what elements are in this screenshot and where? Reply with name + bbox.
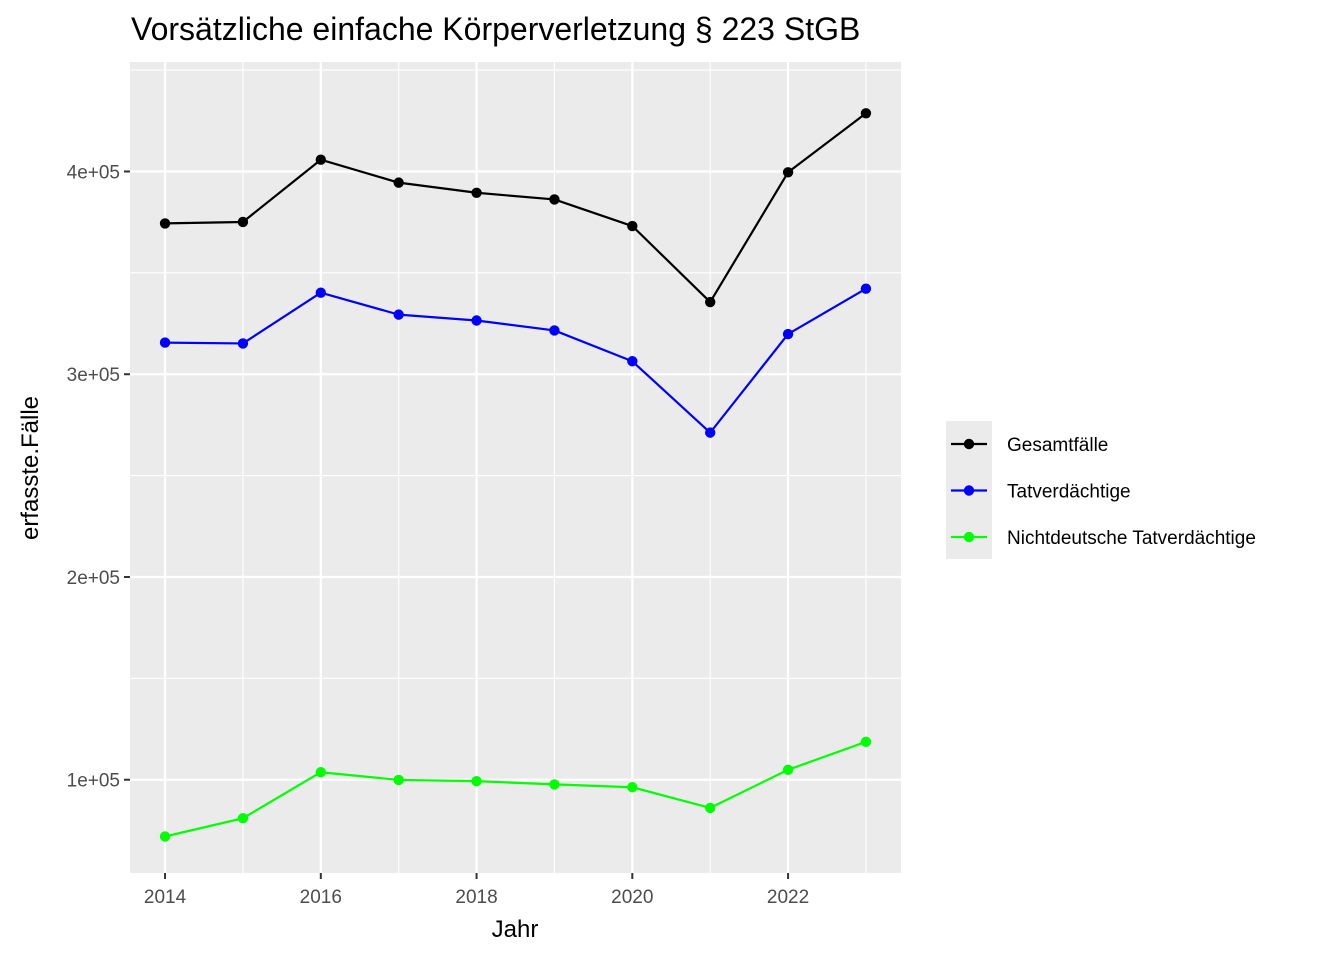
data-point <box>704 427 716 438</box>
data-point <box>393 177 404 188</box>
y-tick-label: 4e+05 <box>67 162 120 183</box>
series-line-2 <box>165 287 867 434</box>
legend-key-point <box>963 438 975 450</box>
data-point <box>237 216 249 228</box>
legend-items: Gesamtfälle Tatverdächtige Nichtdeutsche T… <box>951 435 1256 549</box>
data-point <box>860 736 872 748</box>
plot-panel <box>130 62 901 873</box>
legend-label: Nichtdeutsche Tatverdächtige <box>1007 528 1256 549</box>
y-tick-label: 3e+05 <box>67 365 120 386</box>
y-axis: 1e+05 2e+05 3e+05 4e+05 <box>67 162 130 792</box>
data-point <box>549 194 560 205</box>
data-point <box>393 309 404 320</box>
data-point <box>860 283 872 294</box>
data-point <box>159 218 171 229</box>
data-point <box>782 167 794 178</box>
legend-label: Gesamtfälle <box>1007 435 1108 456</box>
data-point <box>393 774 404 786</box>
data-point <box>627 220 638 232</box>
data-point <box>627 356 638 367</box>
x-tick-label: 2016 <box>300 887 342 908</box>
data-point <box>237 813 249 824</box>
data-point <box>782 328 794 340</box>
series-line-3 <box>164 740 867 838</box>
x-axis-title: Jahr <box>492 916 539 943</box>
x-axis: 2014 2016 2018 2020 2022 <box>144 873 809 908</box>
chart-title: Vorsätzliche einfache Körperverletzung §… <box>131 11 860 47</box>
x-tick-label: 2020 <box>611 887 653 908</box>
y-tick-label: 1e+05 <box>67 771 120 792</box>
data-point <box>549 779 560 790</box>
x-tick-label: 2014 <box>144 887 187 908</box>
legend-label: Tatverdächtige <box>1007 482 1131 503</box>
data-point <box>315 287 327 298</box>
data-point <box>159 337 171 348</box>
data-point <box>549 325 560 336</box>
data-point <box>471 187 482 198</box>
data-point <box>471 315 482 326</box>
legend-key-point <box>963 531 975 543</box>
data-point <box>782 764 794 776</box>
data-point <box>627 782 638 793</box>
data-point <box>471 775 482 787</box>
y-tick-label: 2e+05 <box>67 568 120 589</box>
x-tick-label: 2018 <box>455 887 497 908</box>
data-point <box>315 154 327 165</box>
data-point <box>159 831 171 842</box>
data-point <box>237 338 249 349</box>
series-line-1 <box>165 112 867 304</box>
data-point <box>704 802 716 814</box>
data-point <box>860 108 872 119</box>
y-axis-title: erfasste.Fälle <box>17 396 44 540</box>
legend: Gesamtfälle Tatverdächtige Nichtdeutsche T… <box>946 421 1256 559</box>
x-tick-label: 2022 <box>767 887 809 908</box>
data-point <box>704 296 716 308</box>
data-point <box>315 767 327 778</box>
legend-key-point <box>963 485 975 496</box>
series-layer <box>159 108 872 842</box>
